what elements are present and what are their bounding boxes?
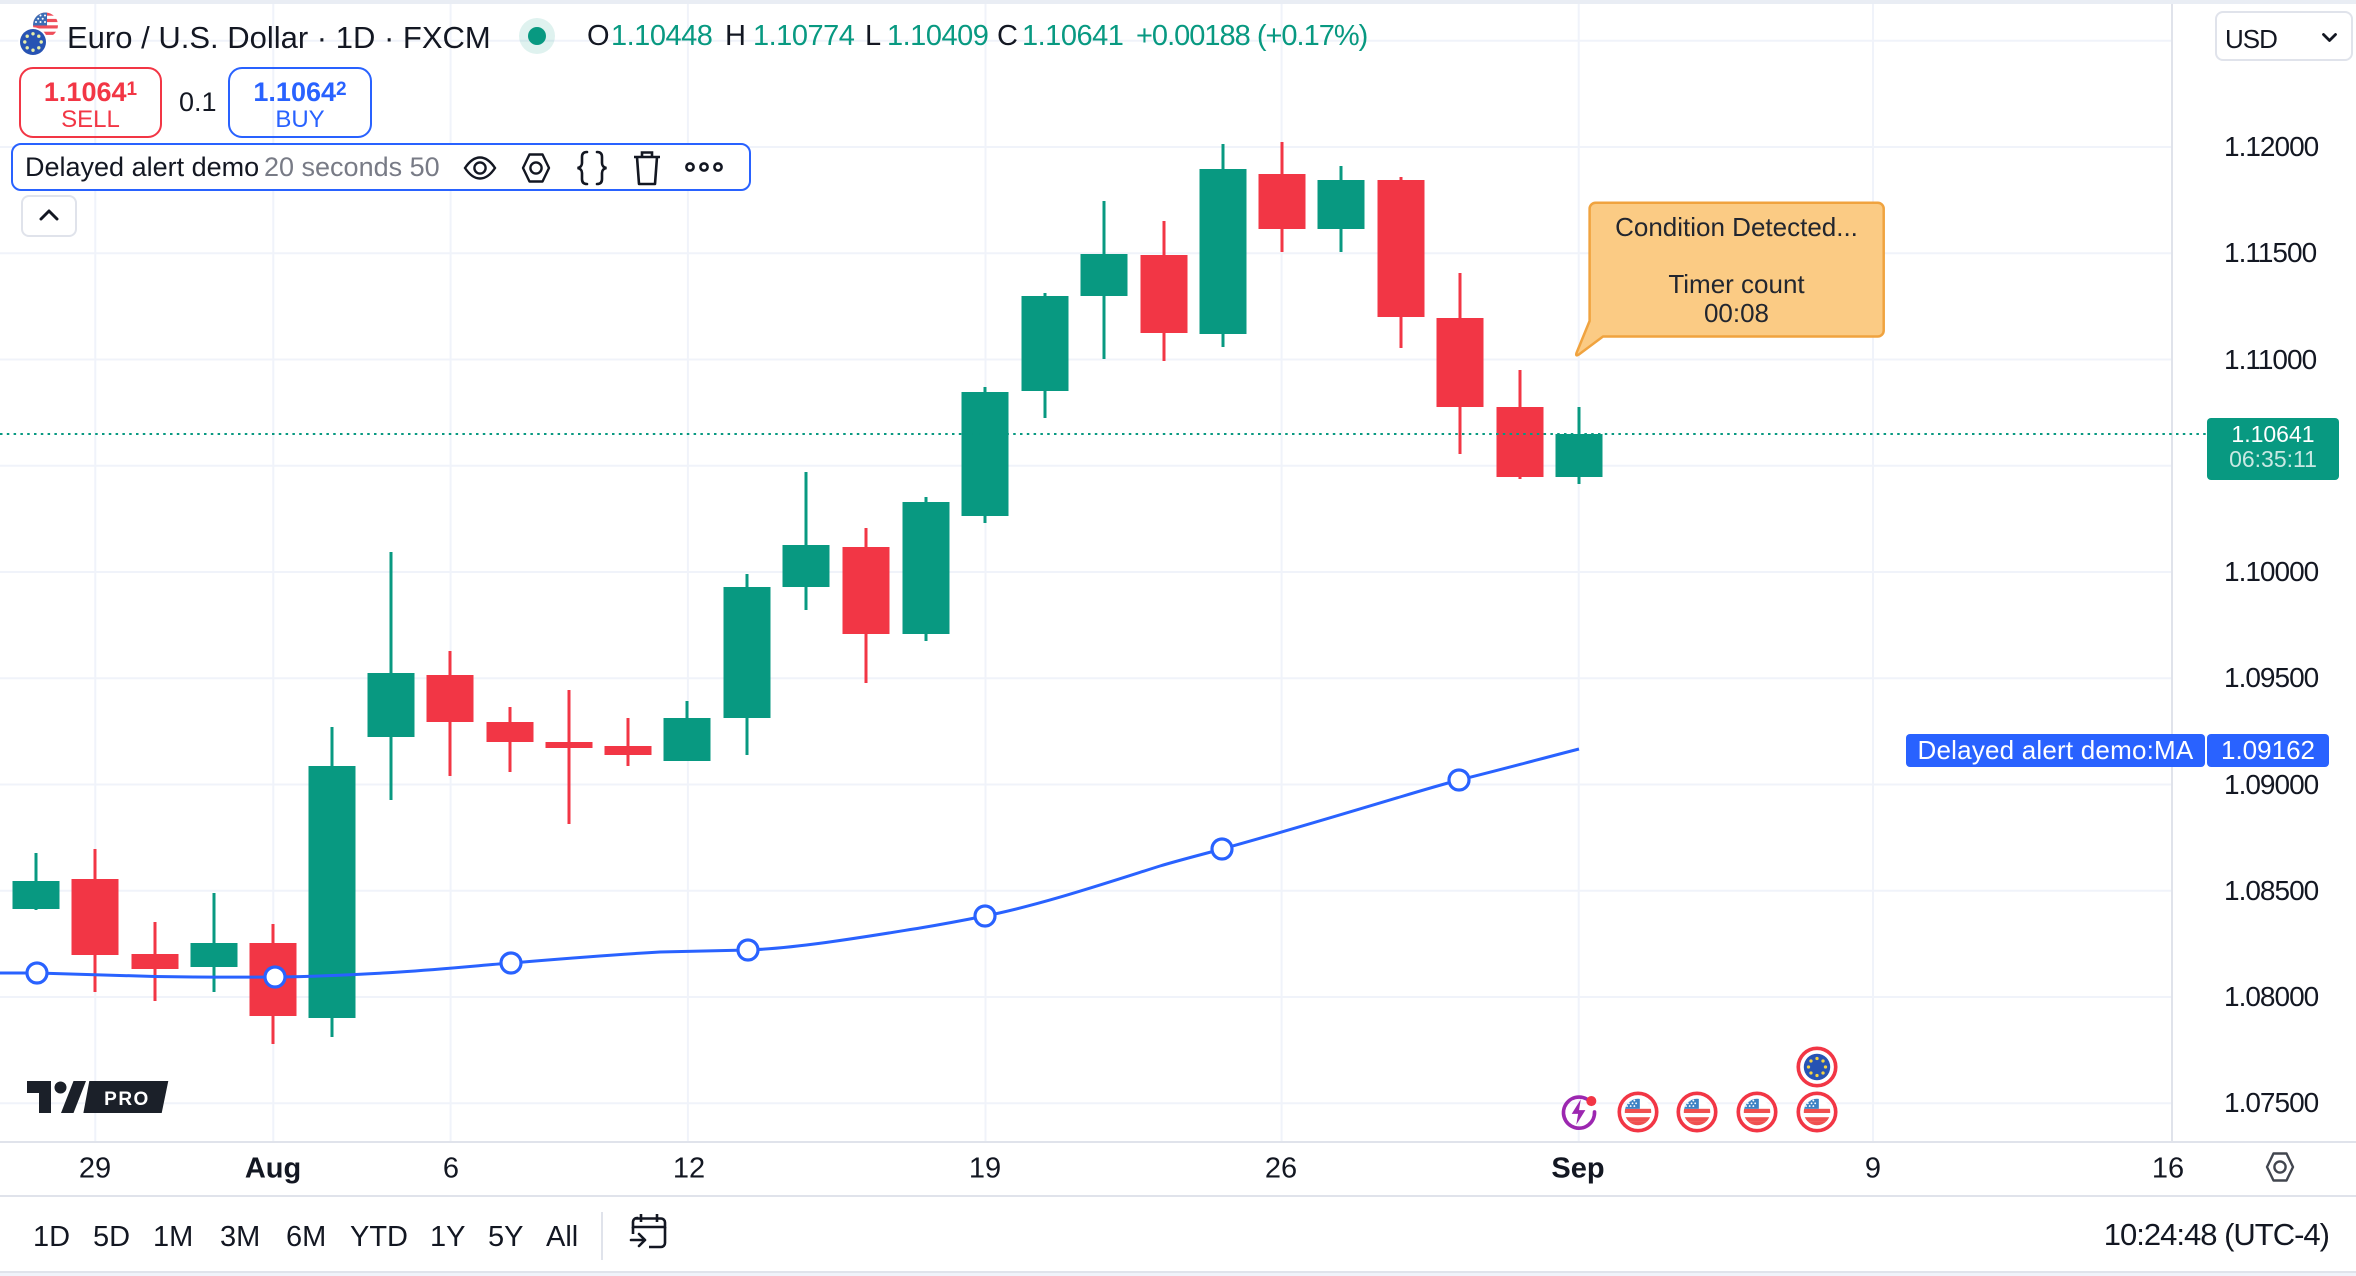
svg-text:PRO: PRO [104,1089,150,1110]
